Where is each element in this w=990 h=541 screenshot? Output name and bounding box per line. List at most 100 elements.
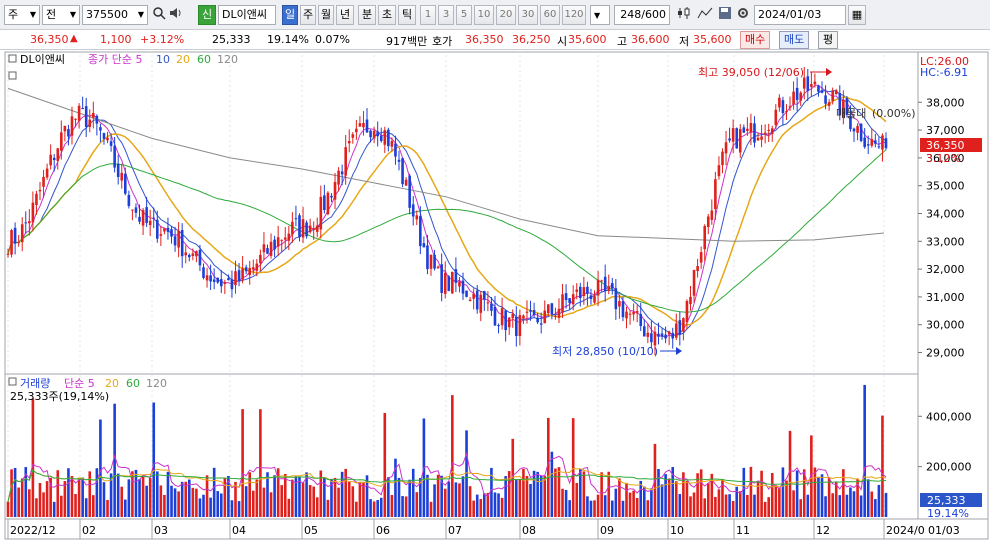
volume-bar: [344, 468, 347, 517]
candle-body: [163, 228, 166, 232]
candle-body: [824, 95, 827, 104]
interval-60[interactable]: 60: [540, 5, 560, 25]
speaker-icon[interactable]: [168, 6, 186, 24]
eval-button[interactable]: 평: [818, 31, 839, 49]
candle-body: [187, 254, 191, 258]
gear-icon[interactable]: [734, 6, 752, 24]
chart-tools-icon[interactable]: [676, 6, 694, 24]
candle-body: [852, 128, 856, 132]
interval-3[interactable]: 3: [438, 5, 454, 25]
period-tick[interactable]: 틱: [398, 5, 416, 25]
market-select[interactable]: 주 ▼: [4, 5, 40, 25]
period-week[interactable]: 주: [300, 5, 316, 25]
calendar-button[interactable]: ▦: [848, 5, 866, 25]
volume-tick-label: 400,000: [926, 410, 972, 423]
candle-body: [717, 165, 721, 177]
count-field[interactable]: 248/600: [614, 5, 670, 25]
low-arrow-icon: [676, 347, 682, 355]
candle-body: [308, 225, 312, 233]
volume-bar: [323, 478, 326, 517]
candle-body: [721, 151, 724, 166]
candle-body: [703, 226, 707, 250]
legend-toggle-icon[interactable]: [8, 71, 17, 80]
volume-bar: [241, 409, 244, 517]
vol-ma5-line: [7, 451, 887, 502]
stock-name: DL이앤씨: [218, 5, 276, 25]
candle-body: [593, 296, 596, 303]
volume-bar: [685, 480, 689, 517]
interval-30[interactable]: 30: [518, 5, 538, 25]
period-second[interactable]: 초: [378, 5, 396, 25]
buy-button[interactable]: 매수: [740, 31, 771, 49]
volume-bar: [721, 479, 724, 517]
volume-bar: [397, 477, 401, 517]
volume-bar: [518, 479, 522, 517]
volume-bar: [660, 484, 664, 517]
volume-bar: [774, 485, 778, 517]
interval-1[interactable]: 1: [420, 5, 436, 25]
interval-10[interactable]: 10: [474, 5, 494, 25]
legend-toggle-icon[interactable]: [8, 377, 17, 386]
volume-bar: [45, 481, 49, 517]
volume-bar: [56, 470, 60, 517]
candle-body: [92, 112, 95, 118]
volume-bar: [447, 481, 451, 517]
count-max: 600: [645, 8, 666, 21]
volume-bar: [500, 497, 504, 517]
sell-button[interactable]: 매도: [779, 31, 810, 49]
legend-toggle-icon[interactable]: [8, 54, 17, 63]
candle-body: [490, 303, 493, 311]
volume-bar: [67, 468, 70, 517]
search-icon[interactable]: [150, 6, 168, 24]
volume-bar: [372, 501, 376, 517]
candle-body: [468, 299, 472, 301]
volume-bar: [785, 480, 788, 517]
volume-bar: [571, 418, 575, 517]
save-icon[interactable]: [716, 6, 734, 24]
period-day[interactable]: 일: [282, 5, 298, 25]
volume-bar: [625, 482, 628, 517]
volume-bar: [70, 476, 74, 517]
candle-body: [127, 194, 131, 207]
volume-bar: [753, 494, 756, 517]
volume-bar: [664, 474, 667, 517]
volume-bar: [728, 494, 731, 517]
interval-5[interactable]: 5: [456, 5, 472, 25]
candle-body: [198, 249, 202, 266]
drawing-tools-icon[interactable]: [696, 6, 714, 24]
candle-body: [443, 272, 447, 294]
volume-bar: [483, 493, 486, 517]
x-tick-label: 08: [522, 524, 536, 537]
candle-body: [28, 221, 31, 224]
candle-body: [227, 278, 230, 281]
date-field[interactable]: 2024/01/03: [754, 5, 846, 25]
volume-bar: [706, 482, 710, 517]
period-year[interactable]: 년: [336, 5, 354, 25]
candle-body: [650, 333, 653, 343]
volume-bar: [234, 481, 237, 517]
x-axis-end-date: 01/03: [928, 524, 960, 537]
candle-body: [298, 215, 301, 238]
candle-body: [692, 269, 696, 296]
interval-dropdown[interactable]: ▼: [590, 5, 610, 25]
period-minute[interactable]: 분: [358, 5, 376, 25]
candle-body: [77, 105, 81, 121]
period-month[interactable]: 월: [318, 5, 334, 25]
volume-bar: [532, 470, 536, 517]
candle-body: [685, 300, 689, 323]
candle-body: [184, 252, 188, 256]
volume-bar: [586, 496, 589, 517]
type-select[interactable]: 전 ▼: [42, 5, 80, 25]
volume-bar: [443, 488, 447, 517]
code-input[interactable]: 375500 ▼: [82, 5, 148, 25]
volume-bar: [433, 484, 436, 517]
interval-20[interactable]: 20: [496, 5, 516, 25]
interval-120[interactable]: 120: [562, 5, 586, 25]
volume-bar: [507, 471, 511, 517]
y-tick-label: 34,000: [926, 208, 965, 221]
volume-bar: [269, 492, 273, 517]
candle-body: [515, 316, 518, 337]
candle-body: [475, 290, 479, 310]
low-label: 저: [679, 35, 690, 48]
stock-chart[interactable]: 29,000 30,000 31,000 32,000 33,000 34,000 35,0…: [0, 50, 990, 541]
